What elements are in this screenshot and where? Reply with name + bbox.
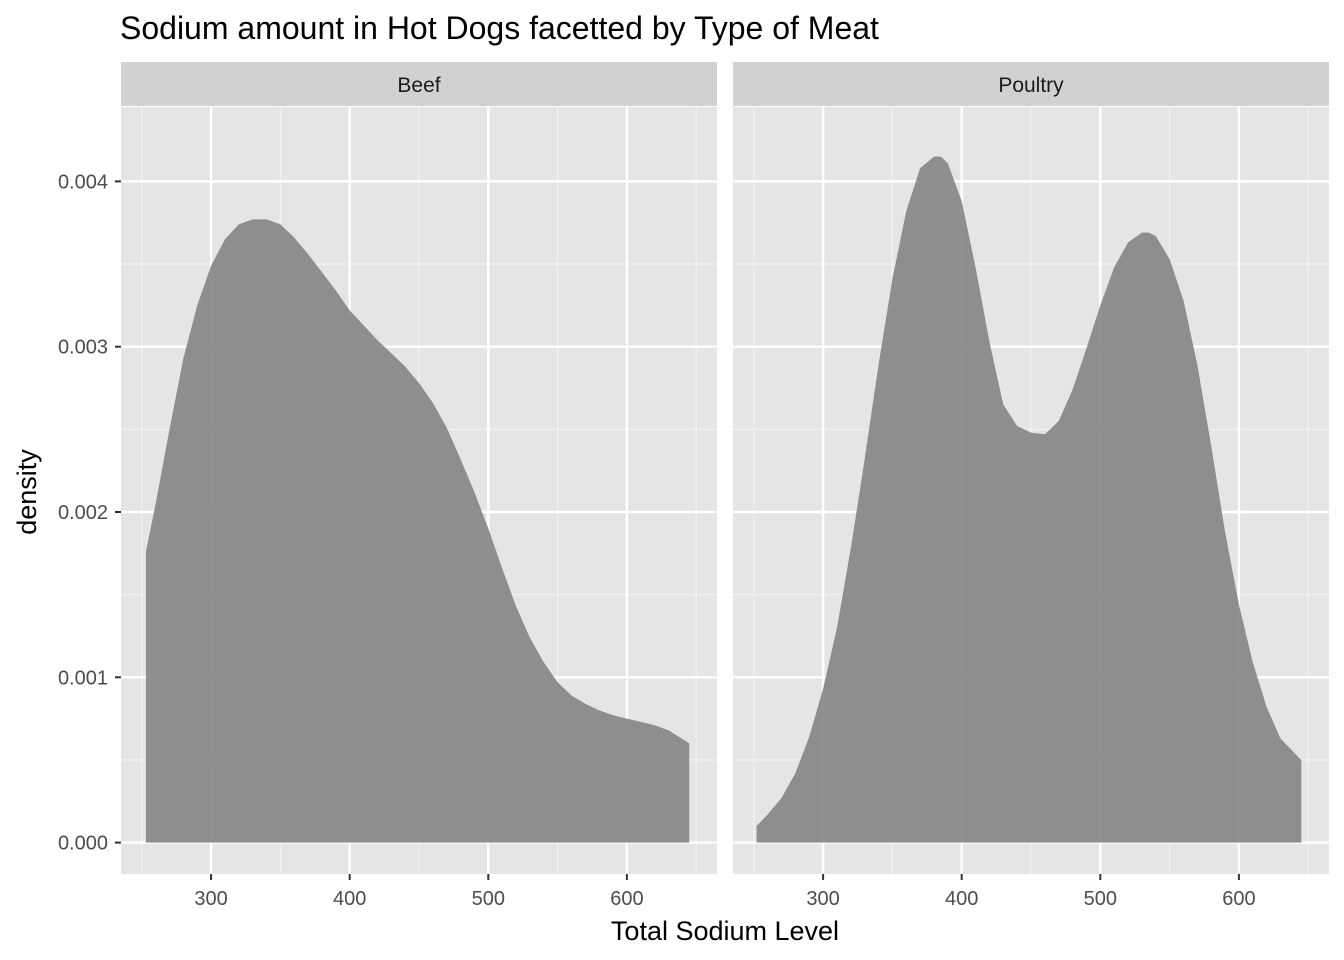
y-tick-label: 0.002 xyxy=(58,502,108,524)
y-tick-label: 0.001 xyxy=(58,667,108,689)
y-axis-title: density xyxy=(12,449,42,535)
facet-poultry: Poultry 300 400 500 600 xyxy=(733,62,1329,910)
facet-strip-label: Poultry xyxy=(998,74,1064,97)
facet-strip xyxy=(121,62,717,106)
x-tick-label: 400 xyxy=(945,888,978,910)
x-tick-label: 300 xyxy=(806,888,839,910)
x-tick-label: 300 xyxy=(194,888,227,910)
y-tick-label: 0.003 xyxy=(58,337,108,359)
x-tick-label: 600 xyxy=(1222,888,1255,910)
x-axis-title: Total Sodium Level xyxy=(611,916,839,946)
x-tick-label: 500 xyxy=(1084,888,1117,910)
x-tick-label: 600 xyxy=(610,888,643,910)
y-tick-label: 0.004 xyxy=(58,171,108,193)
facet-strip xyxy=(733,62,1329,106)
facet-beef: Beef 300 400 500 600 0.000 0.001 0.002 0.003 0.00… xyxy=(58,62,717,910)
x-tick-label: 500 xyxy=(472,888,505,910)
facet-panels: Beef 300 400 500 600 0.000 0.001 0.002 0.003 0.00… xyxy=(58,62,1329,910)
facet-strip-label: Beef xyxy=(397,74,440,97)
y-tick-label: 0.000 xyxy=(58,833,108,855)
chart-title: Sodium amount in Hot Dogs facetted by Ty… xyxy=(120,10,879,46)
density-area-poultry xyxy=(756,156,1302,843)
density-area-beef xyxy=(145,219,690,843)
x-tick-label: 400 xyxy=(333,888,366,910)
